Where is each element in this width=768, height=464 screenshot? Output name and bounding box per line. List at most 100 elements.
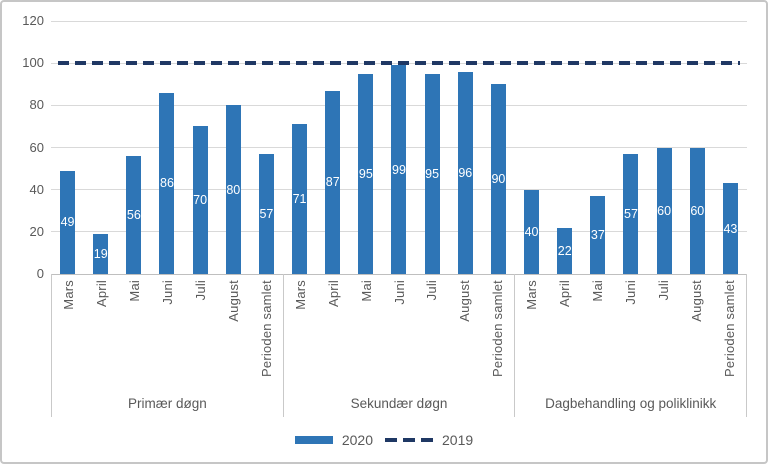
month-label: Juli: [424, 280, 440, 301]
bar-slot: 22: [548, 21, 581, 274]
bar-slot: 19: [84, 21, 117, 274]
legend: 2020 2019: [2, 430, 766, 450]
bar-value-label: 99: [392, 162, 406, 177]
bar-slot: 49: [51, 21, 84, 274]
month-cell: Perioden samlet: [250, 274, 283, 390]
bar-group-3: 40 22 37 57 60 60 43: [515, 21, 747, 274]
month-label: Mars: [292, 280, 308, 310]
bar-value-label: 56: [126, 207, 141, 222]
group-label-cell: Sekundær døgn: [282, 390, 515, 417]
bar-Juli-70: 70: [192, 126, 208, 274]
group-label: Primær døgn: [127, 396, 207, 411]
bar-slot: 90: [482, 21, 515, 274]
bar-slot: 99: [382, 21, 415, 274]
bar-slot: 95: [416, 21, 449, 274]
bar-slot: 95: [349, 21, 382, 274]
month-cell: Juli: [184, 274, 217, 390]
month-cell: Mai: [581, 274, 614, 390]
bar-slot: 57: [250, 21, 283, 274]
bar-April-87: 87: [325, 90, 341, 274]
bar-April-22: 22: [557, 227, 573, 274]
bar-Perioden samlet-57: 57: [258, 153, 274, 274]
month-cell: Mai: [350, 274, 383, 390]
bar-Juni-57: 57: [623, 153, 639, 274]
month-label: Perioden samlet: [258, 280, 274, 377]
y-axis-label-80: 80: [29, 97, 44, 113]
month-label: Mars: [524, 280, 540, 310]
group-label: Sekundær døgn: [350, 396, 448, 411]
legend-swatch-dash: [385, 438, 433, 442]
bar-slot: 60: [648, 21, 681, 274]
month-cell: Juni: [383, 274, 416, 390]
bar-slot: 60: [681, 21, 714, 274]
month-label: August: [689, 280, 705, 322]
month-cell: April: [85, 274, 118, 390]
month-label: August: [225, 280, 241, 322]
bar-value-label: 37: [590, 228, 605, 242]
bar-Perioden samlet-90: 90: [490, 84, 506, 274]
bar-slot: 86: [150, 21, 183, 274]
bar-slot: 57: [614, 21, 647, 274]
month-label: Juli: [656, 280, 672, 301]
legend-swatch-bar: [294, 436, 333, 444]
bar-slot: 87: [316, 21, 349, 274]
bar-value-label: 49: [60, 215, 75, 230]
bar-value-label: 87: [325, 175, 340, 190]
bar-value-label: 95: [425, 166, 440, 181]
month-label: Mai: [126, 280, 142, 302]
month-label: August: [457, 280, 473, 322]
month-cell: Juni: [614, 274, 647, 390]
bar-value-label: 70: [193, 193, 208, 208]
bar-value-label: 95: [358, 166, 373, 181]
bar-value-label: 90: [491, 172, 506, 187]
bar-value-label: 40: [524, 224, 539, 239]
bar-Mars-49: 49: [60, 170, 76, 274]
bar-August-60: 60: [689, 147, 705, 274]
legend-item-2019: 2019: [385, 432, 473, 448]
bar-value-label: 60: [690, 203, 705, 218]
month-label: April: [557, 280, 573, 308]
plot-area: 49 19 56 86 70 80 57 71 87 95 99 95 96 90 40 22 37 57 60 60…: [51, 20, 747, 275]
y-axis-label-20: 20: [29, 223, 44, 239]
month-label: April: [325, 280, 341, 308]
bar-Mai-56: 56: [126, 155, 142, 274]
bar-value-label: 57: [624, 206, 638, 221]
bars-layer: 49 19 56 86 70 80 57 71 87 95 99 95 96 90 40 22 37 57 60 60…: [51, 21, 747, 274]
month-cell: Juni: [151, 274, 184, 390]
bar-August-96: 96: [457, 71, 473, 274]
bar-Juni-86: 86: [159, 92, 175, 274]
bar-value-label: 22: [557, 243, 572, 258]
bar-April-19: 19: [93, 233, 109, 274]
bar-value-label: 19: [93, 246, 108, 261]
month-cell: April: [548, 274, 581, 390]
bar-Mai-95: 95: [358, 73, 374, 274]
group-axis: Primær døgn Sekundær døgn Dagbehandling og…: [51, 390, 747, 417]
bar-value-label: 71: [292, 192, 307, 207]
y-axis-label-0: 0: [36, 266, 44, 281]
month-label-group-3: Mars April Mai Juni Juli August Perioden samle…: [514, 274, 746, 390]
group-label: Dagbehandling og poliklinikk: [545, 396, 717, 411]
month-cell: August: [680, 274, 713, 390]
bar-Juli-95: 95: [424, 73, 440, 274]
month-label: Juni: [391, 280, 407, 305]
month-label: Perioden samlet: [490, 280, 506, 377]
month-label-group-2: Mars April Mai Juni Juli August Perioden samle…: [282, 274, 515, 390]
bar-slot: 43: [714, 21, 747, 274]
month-cell: Mai: [118, 274, 151, 390]
bar-Perioden samlet-43: 43: [722, 183, 738, 274]
bar-slot: 40: [515, 21, 548, 274]
bar-group-1: 49 19 56 86 70 80 57: [51, 21, 283, 274]
bar-slot: 71: [283, 21, 316, 274]
y-axis-label-40: 40: [29, 181, 44, 197]
bar-Juli-60: 60: [656, 147, 672, 274]
legend-item-2020: 2020: [294, 432, 373, 448]
y-axis-label-120: 120: [22, 13, 44, 28]
bar-Mars-40: 40: [524, 189, 540, 274]
month-cell: Perioden samlet: [713, 274, 746, 390]
month-cell: Mars: [52, 274, 85, 390]
group-label-cell: Dagbehandling og poliklinikk: [514, 390, 746, 417]
y-axis-label-100: 100: [22, 55, 44, 71]
month-cell: August: [217, 274, 250, 390]
bar-slot: 70: [184, 21, 217, 274]
